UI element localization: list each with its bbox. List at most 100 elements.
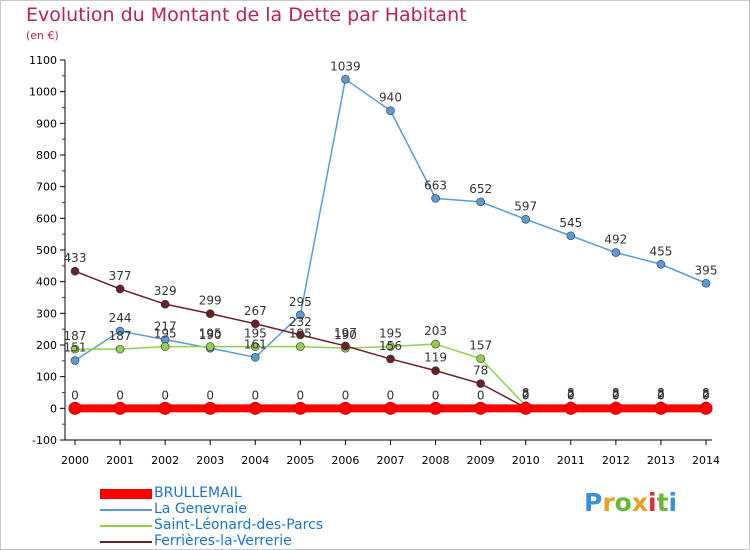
data-point [386,354,395,364]
y-tick-label: 0 [50,402,57,415]
data-point [476,354,485,363]
x-tick-label: 2004 [241,454,269,467]
data-point [70,344,80,354]
data-label: 8 [702,386,710,400]
y-tick-label: 600 [36,212,57,225]
data-label: 2 [657,388,665,402]
legend-swatch [100,509,152,511]
x-tick-label: 2008 [422,454,450,467]
data-label: 0 [432,388,440,402]
data-point [296,342,305,351]
data-point [70,356,80,365]
data-label: 157 [469,339,492,353]
data-label: 78 [473,364,488,378]
legend-swatch [100,489,152,499]
data-point [429,401,443,415]
data-label: 156 [379,339,402,353]
data-label: 299 [199,294,222,308]
data-point [160,299,170,309]
x-tick-label: 2012 [602,454,630,467]
data-point [654,401,668,415]
data-point [248,401,262,415]
data-label: 0 [161,388,169,402]
data-label: 0 [342,388,350,402]
data-point [293,401,307,415]
data-label: 267 [244,304,267,318]
data-label: 151 [64,341,87,355]
x-tick-label: 2009 [467,454,495,467]
data-label: 8 [522,386,530,400]
data-label: 0 [251,388,259,402]
x-tick-label: 2007 [377,454,405,467]
data-label: 0 [116,388,124,402]
data-label: 195 [154,327,177,341]
data-label: 433 [64,251,87,265]
data-label: 195 [199,327,222,341]
x-tick-label: 2003 [196,454,224,467]
x-tick-label: 2011 [557,454,585,467]
data-label: 940 [379,91,402,105]
chart-subtitle: (en €) [26,29,59,42]
data-label: 8 [567,386,575,400]
data-point [203,401,217,415]
data-point [296,330,305,340]
y-tick-label: 1000 [29,86,57,99]
data-point [115,326,125,336]
data-point [158,401,172,415]
data-label: 455 [649,244,672,258]
data-label: 8 [657,386,665,400]
data-point [701,278,711,288]
x-tick-label: 2013 [647,454,675,467]
line-chart: -100010020030040050060070080090010001100… [29,54,720,467]
x-tick-label: 2014 [692,454,720,467]
data-label: 197 [334,326,357,340]
data-point [386,342,395,351]
data-point [338,401,352,415]
proxiti-logo: Proxiti [584,488,678,517]
legend-label: La Genevraie [154,501,247,517]
data-label: 2 [567,388,575,402]
data-label: 187 [109,329,132,343]
data-label: 295 [289,295,312,309]
data-label: 195 [289,327,312,341]
x-tick-label: 2010 [512,454,540,467]
data-point [68,401,82,415]
legend-label: Saint-Léonard-des-Parcs [154,517,324,533]
data-point [386,106,395,115]
y-tick-label: -100 [32,434,57,447]
data-point [431,366,440,375]
data-label: 1039 [330,59,361,73]
data-label: 8 [612,386,620,400]
data-label: 0 [702,388,710,402]
data-point [341,75,350,84]
data-label: 195 [244,327,267,341]
data-label: 545 [559,216,582,230]
data-label: 190 [334,328,357,342]
data-point [250,319,260,329]
series-line-1 [74,78,707,362]
data-point [476,197,485,207]
x-tick-label: 2006 [331,454,359,467]
data-point [431,339,440,349]
data-point [566,231,576,241]
y-tick-label: 300 [36,307,57,320]
x-tick-label: 2002 [151,454,179,467]
legend-swatch [100,525,152,527]
y-tick-label: 1100 [29,54,57,67]
data-point [160,342,170,351]
y-tick-label: 200 [36,339,57,352]
data-point [115,284,125,294]
data-point [474,401,488,415]
x-tick-label: 2001 [106,454,134,467]
data-label: 161 [244,337,267,351]
y-tick-label: 800 [36,149,57,162]
y-tick-label: 100 [36,371,57,384]
data-point [611,248,621,257]
data-point [519,401,533,415]
data-label: 329 [154,284,177,298]
legend-label: Ferrières-la-Verrerie [154,533,292,549]
data-point [296,310,305,320]
data-point [521,214,531,224]
data-label: 217 [154,320,177,334]
